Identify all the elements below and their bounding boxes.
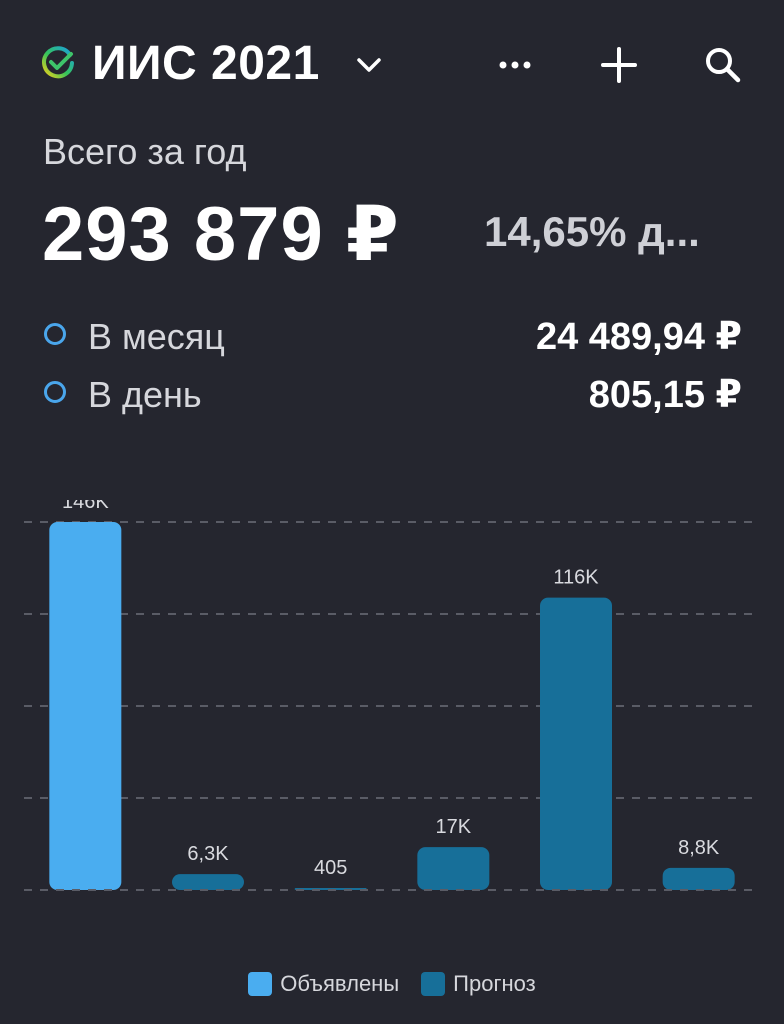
plus-icon[interactable] — [594, 40, 644, 90]
legend-swatch-declared — [248, 972, 273, 996]
bar-июль[interactable] — [172, 874, 244, 890]
dividends-chart: 146Kиюнь6,3Kиюль405сент.17Kокт.116Kдек.8… — [0, 491, 784, 949]
value-label: 17K — [436, 816, 472, 838]
bar-янв.[interactable] — [662, 867, 735, 890]
period-label: Всего за год — [43, 131, 247, 172]
header: ИИС 2021 — [0, 0, 784, 130]
legend-label-declared: Объявлены — [280, 971, 400, 996]
per-month-row[interactable]: В месяц 24 489,94 ₽ — [42, 312, 742, 362]
legend-item-forecast[interactable]: Прогноз — [421, 971, 536, 997]
per-day-label: В день — [88, 374, 202, 415]
legend-item-declared[interactable]: Объявлены — [248, 971, 399, 997]
per-day-value: 805,15 ₽ — [588, 374, 742, 416]
value-label: 146K — [62, 500, 109, 513]
value-label: 8,8K — [678, 837, 720, 859]
bar-июнь[interactable] — [49, 522, 122, 890]
yield-percent[interactable]: 14,65% д... — [484, 208, 700, 255]
value-label: 6,3K — [187, 843, 229, 865]
total-amount: 293 879 ₽ — [42, 192, 400, 277]
radio-icon[interactable] — [44, 381, 66, 403]
value-label: 116K — [553, 567, 599, 589]
per-month-label: В месяц — [88, 316, 225, 357]
more-icon[interactable] — [490, 40, 540, 90]
radio-icon[interactable] — [44, 323, 66, 345]
legend-label-forecast: Прогноз — [453, 971, 536, 996]
chevron-down-icon[interactable] — [354, 50, 384, 80]
per-day-row[interactable]: В день 805,15 ₽ — [42, 370, 742, 420]
chart-legend: Объявлены Прогноз — [0, 964, 784, 1004]
per-month-value: 24 489,94 ₽ — [535, 316, 742, 358]
sber-logo-icon — [40, 45, 76, 81]
bar-дек.[interactable] — [540, 597, 612, 890]
value-label: 405 — [314, 857, 347, 879]
bar-окт.[interactable] — [417, 847, 490, 890]
bar-chart: 146Kиюнь6,3Kиюль405сент.17Kокт.116Kдек.8… — [24, 491, 760, 949]
legend-swatch-forecast — [421, 972, 446, 996]
portfolio-title[interactable]: ИИС 2021 — [92, 37, 320, 90]
search-icon[interactable] — [698, 40, 748, 90]
